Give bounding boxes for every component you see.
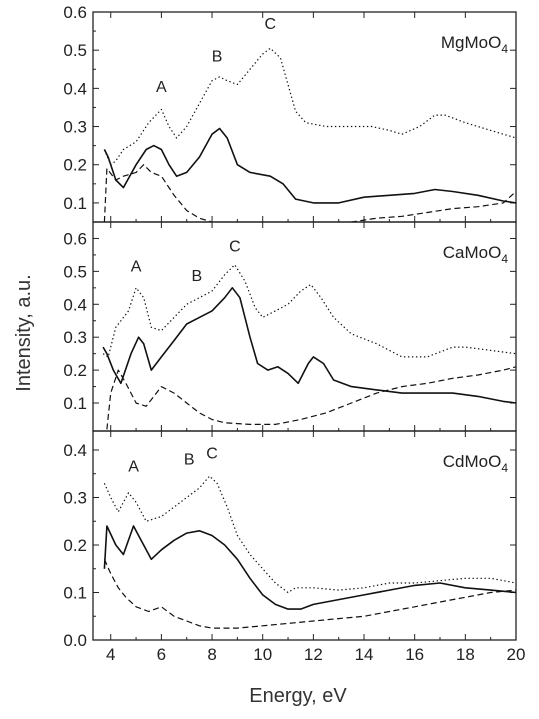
y-tick-label: 0.2 [63, 536, 87, 555]
x-tick-label: 20 [507, 645, 526, 664]
panel-mgmoo: 0.1 0.2 0.3 0.4 0.5 0.6 A B C MgMoO4 [63, 3, 517, 223]
y-tick-label: 0.4 [63, 441, 87, 460]
peak-label-c: C [206, 446, 218, 463]
y-tick-label: 0.2 [63, 361, 87, 380]
y-tick-label: 0.3 [63, 328, 87, 347]
x-tick-label: 14 [355, 645, 374, 664]
y-tick-label: 0.2 [63, 156, 87, 175]
series-line-dotted [102, 264, 516, 358]
x-tick-label: 4 [106, 645, 115, 664]
peak-label-a: A [131, 258, 142, 275]
peak-label-a: A [128, 458, 139, 475]
peak-label-b: B [212, 49, 223, 66]
peak-label-b: B [184, 451, 195, 468]
series-line-solid [103, 127, 516, 204]
y-tick-label: 0.3 [63, 118, 87, 137]
x-tick-label: 12 [304, 645, 323, 664]
peak-label-c: C [229, 239, 241, 256]
y-axis-label: Intensity, a.u. [13, 274, 35, 391]
x-tick-label: 6 [157, 645, 166, 664]
x-tick-label: 16 [405, 645, 424, 664]
y-tick-label: 0.1 [63, 394, 87, 413]
series-line-dotted [103, 47, 516, 166]
series-line-dotted [103, 475, 516, 594]
y-tick-label: 0.4 [63, 295, 87, 314]
series-line-solid [102, 287, 516, 404]
panels-group: 0.10.20.30.40.50.6ABCMgMoO40.10.20.30.40… [63, 3, 517, 650]
y-tick-label: 0.1 [63, 584, 87, 603]
y-tick-label: 0.0 [63, 631, 87, 650]
y-tick-label: 0.4 [63, 79, 87, 98]
series-line-dashed [103, 559, 516, 629]
panel-cdmoo: 0.0 0.1 0.2 0.3 0.4 A B C CdMoO4 [63, 430, 517, 650]
series-line-dashed [106, 366, 516, 430]
peak-label-a: A [156, 79, 167, 96]
compound-label: CdMoO4 [443, 452, 509, 475]
y-tick-label: 0.5 [63, 262, 87, 281]
y-tick-label: 0.6 [63, 3, 87, 22]
y-tick-label: 0.3 [63, 489, 87, 508]
y-tick-label: 0.5 [63, 41, 87, 60]
peak-label-c: C [265, 16, 277, 33]
x-tick-label: 10 [253, 645, 272, 664]
plot-frame [92, 430, 517, 641]
series-line-dashed [103, 164, 516, 222]
x-tick-label: 8 [207, 645, 216, 664]
peak-label-b: B [192, 268, 203, 285]
series-line-solid [103, 525, 516, 610]
y-tick-label: 0.6 [63, 229, 87, 248]
x-tick-label: 18 [456, 645, 475, 664]
x-axis-ticks: 4 6 8 10 12 14 16 18 20 [106, 645, 525, 664]
x-axis-label: Energy, eV [249, 685, 347, 707]
compound-label: CaMoO4 [443, 243, 509, 266]
compound-label: MgMoO4 [441, 33, 508, 56]
y-tick-label: 0.1 [63, 194, 87, 213]
